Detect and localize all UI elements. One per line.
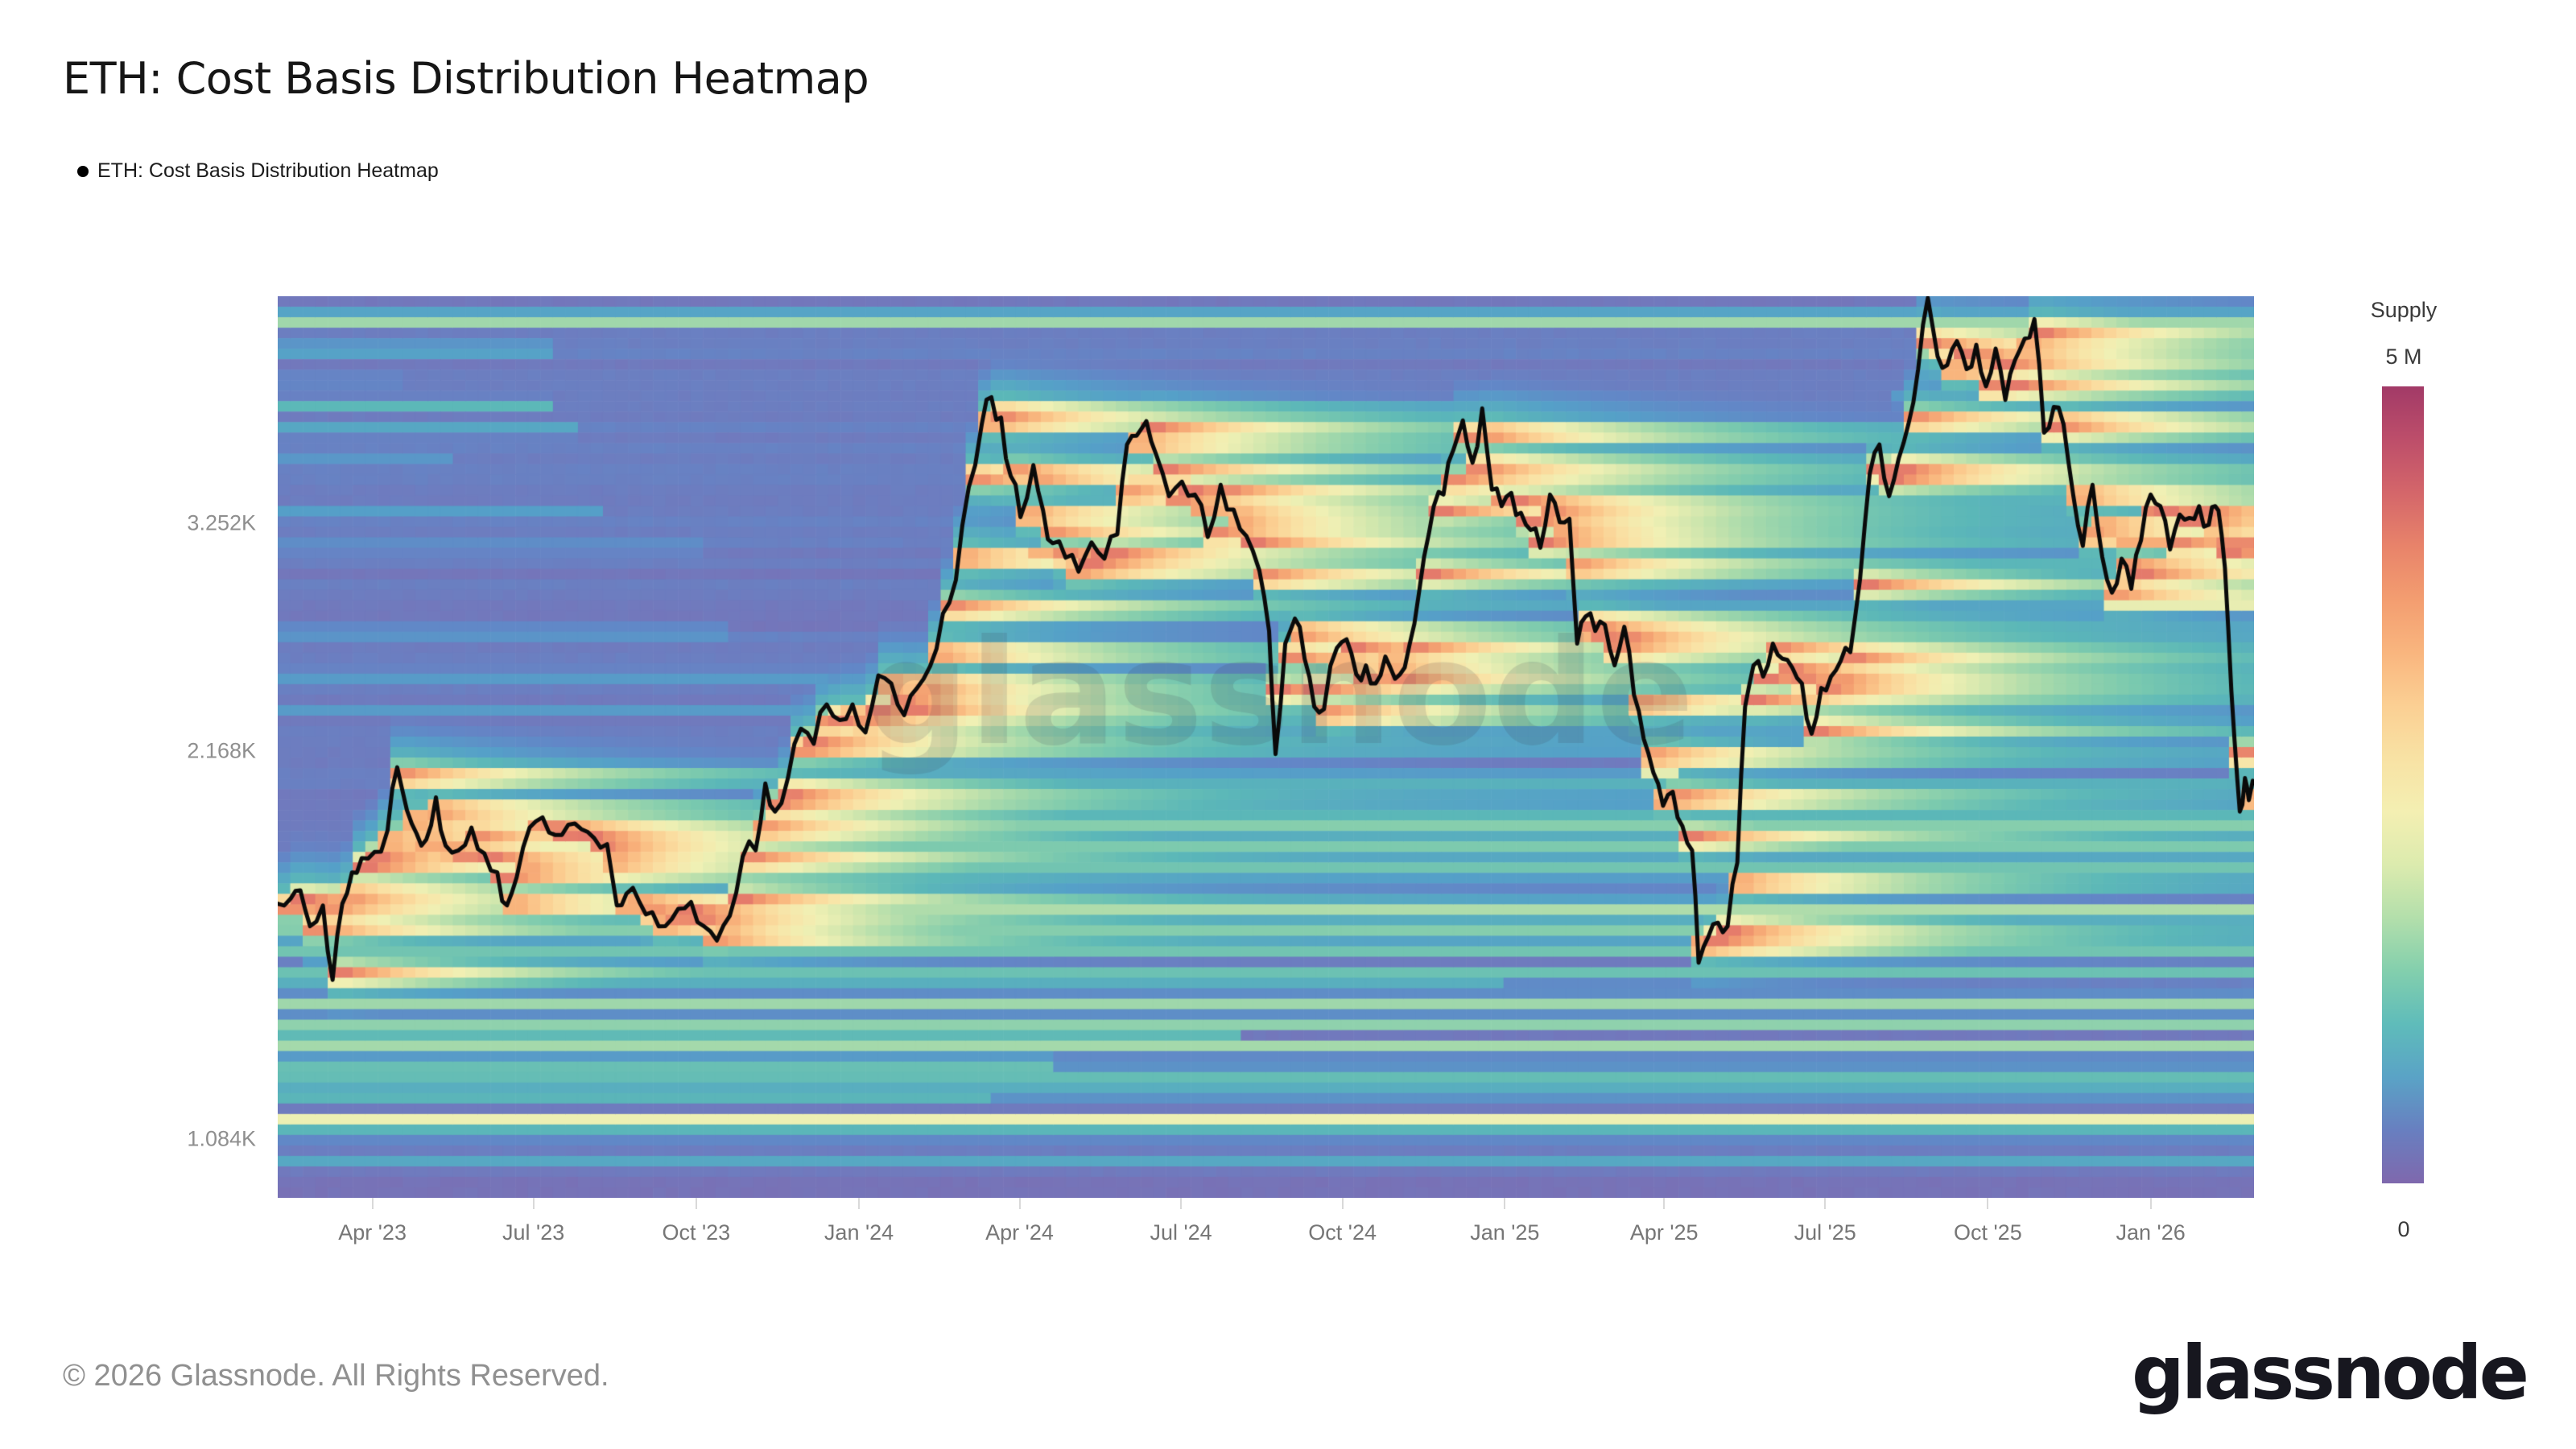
glassnode-logo: glassnode — [2132, 1330, 2529, 1416]
colorbar-max-label: 5 M — [2385, 345, 2422, 369]
x-axis-tick — [371, 1198, 374, 1209]
colorbar-title: Supply — [2370, 298, 2438, 322]
x-axis-tick — [1663, 1198, 1666, 1209]
x-axis-tick — [1018, 1198, 1021, 1209]
x-axis-label: Jan '26 — [2116, 1220, 2186, 1245]
x-axis-tick — [1504, 1198, 1506, 1209]
x-axis-label: Oct '24 — [1308, 1220, 1377, 1245]
x-axis-tick — [2149, 1198, 2152, 1209]
x-axis-label: Oct '23 — [662, 1220, 731, 1245]
x-axis-label: Apr '24 — [985, 1220, 1054, 1245]
copyright-text: © 2026 Glassnode. All Rights Reserved. — [63, 1359, 609, 1393]
colorbar-min-label: 0 — [2397, 1217, 2410, 1241]
x-axis-tick — [1341, 1198, 1344, 1209]
x-axis-tick — [1987, 1198, 1989, 1209]
x-axis-label: Jan '24 — [824, 1220, 894, 1245]
heatmap-canvas[interactable] — [278, 296, 2254, 1198]
legend-item[interactable]: ETH: Cost Basis Distribution Heatmap — [77, 159, 439, 183]
x-axis-label: Jul '23 — [502, 1220, 565, 1245]
x-axis-label: Oct '25 — [1954, 1220, 2022, 1245]
x-axis-label: Apr '23 — [338, 1220, 407, 1245]
x-axis-tick — [1824, 1198, 1827, 1209]
y-axis-label: 2.168K — [187, 738, 256, 763]
x-axis-label: Jul '24 — [1150, 1220, 1212, 1245]
colorbar-gradient — [2382, 386, 2424, 1183]
x-axis-tick — [532, 1198, 535, 1209]
x-axis-tick — [858, 1198, 861, 1209]
x-axis-tick — [1180, 1198, 1183, 1209]
x-axis-tick — [695, 1198, 697, 1209]
heatmap-plot[interactable] — [278, 296, 2254, 1198]
y-axis-label: 1.084K — [187, 1126, 256, 1151]
legend-marker-icon — [77, 165, 89, 177]
x-axis-label: Jul '25 — [1794, 1220, 1856, 1245]
x-axis-label: Apr '25 — [1629, 1220, 1699, 1245]
x-axis-label: Jan '25 — [1470, 1220, 1540, 1245]
y-axis-label: 3.252K — [187, 510, 256, 535]
legend-label: ETH: Cost Basis Distribution Heatmap — [97, 159, 439, 182]
page-title: ETH: Cost Basis Distribution Heatmap — [63, 53, 869, 104]
